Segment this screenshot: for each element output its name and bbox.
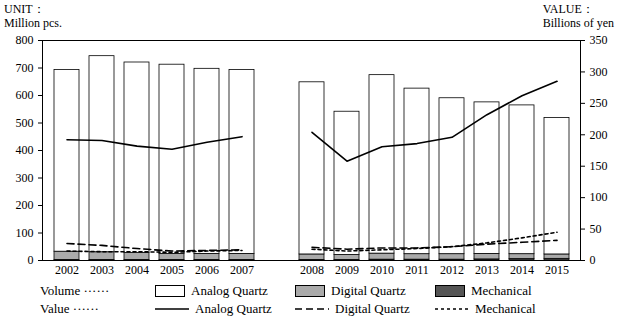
svg-text:150: 150: [590, 159, 608, 173]
svg-text:2004: 2004: [125, 263, 149, 277]
html-text:Analog Quartz: Analog Quartz: [195, 301, 272, 316]
svg-text:2006: 2006: [195, 263, 219, 277]
svg-text:2007: 2007: [230, 263, 254, 277]
svg-text:50: 50: [590, 222, 602, 236]
svg-text:2012: 2012: [440, 263, 464, 277]
html-text:Mechanical: Mechanical: [475, 301, 536, 316]
svg-text:800: 800: [16, 33, 34, 47]
svg-text:0: 0: [590, 253, 596, 267]
svg-text:2003: 2003: [90, 263, 114, 277]
svg-text:0: 0: [28, 253, 34, 267]
svg-text:600: 600: [16, 88, 34, 102]
svg-text:100: 100: [16, 226, 34, 240]
html-text:Analog Quartz: Analog Quartz: [191, 283, 268, 298]
svg-text:2014: 2014: [510, 263, 534, 277]
html-text:Value ······: Value ······: [40, 301, 99, 316]
html-text:Digital Quartz: Digital Quartz: [331, 283, 406, 298]
html-text:UNIT： Million pcs.: UNIT： Million pcs.: [4, 2, 62, 30]
svg-text:300: 300: [16, 171, 34, 185]
svg-text:2002: 2002: [55, 263, 79, 277]
svg-text:2008: 2008: [300, 263, 324, 277]
svg-text:200: 200: [16, 198, 34, 212]
svg-text:2011: 2011: [405, 263, 429, 277]
svg-text:2015: 2015: [545, 263, 569, 277]
svg-text:2010: 2010: [370, 263, 394, 277]
svg-text:700: 700: [16, 61, 34, 75]
svg-text:350: 350: [590, 33, 608, 47]
svg-text:2013: 2013: [475, 263, 499, 277]
svg-text:250: 250: [590, 96, 608, 110]
svg-text:100: 100: [590, 190, 608, 204]
html-text:VALUE： Billions of yen: VALUE： Billions of yen: [542, 2, 614, 30]
svg-text:300: 300: [590, 65, 608, 79]
svg-text:500: 500: [16, 116, 34, 130]
svg-text:2009: 2009: [335, 263, 359, 277]
svg-text:200: 200: [590, 128, 608, 142]
html-text:Mechanical: Mechanical: [471, 283, 532, 298]
html-text:Digital Quartz: Digital Quartz: [335, 301, 410, 316]
html-text:Volume ······: Volume ······: [40, 283, 110, 298]
svg-text:400: 400: [16, 143, 34, 157]
svg-text:2005: 2005: [160, 263, 184, 277]
